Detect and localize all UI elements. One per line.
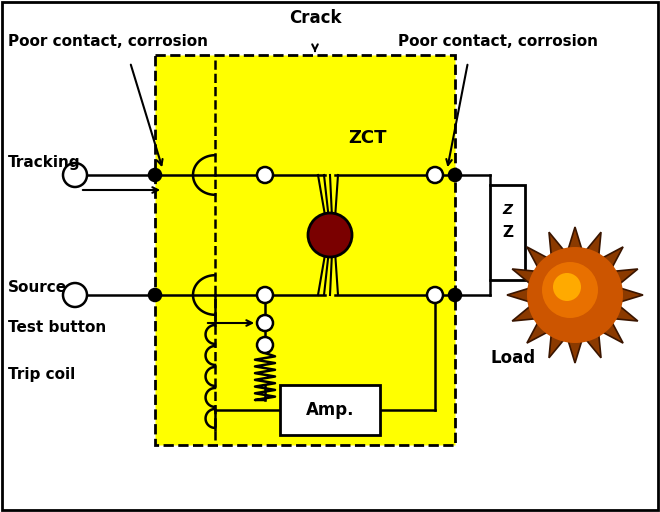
Circle shape	[527, 247, 623, 343]
Circle shape	[427, 287, 443, 303]
Circle shape	[63, 283, 87, 307]
Text: Poor contact, corrosion: Poor contact, corrosion	[398, 34, 598, 50]
Circle shape	[449, 289, 461, 301]
Circle shape	[257, 167, 273, 183]
Circle shape	[449, 169, 461, 181]
Circle shape	[427, 167, 443, 183]
Bar	[280, 385, 380, 435]
Circle shape	[257, 287, 273, 303]
Circle shape	[257, 337, 273, 353]
Text: Crack: Crack	[289, 9, 341, 27]
Circle shape	[149, 169, 161, 181]
Text: Test button: Test button	[8, 321, 106, 335]
Bar	[155, 55, 455, 445]
Text: Source: Source	[8, 281, 67, 295]
Polygon shape	[507, 227, 643, 363]
Circle shape	[149, 289, 161, 301]
Circle shape	[542, 262, 598, 318]
Text: Amp.: Amp.	[306, 401, 354, 419]
Text: Tracking: Tracking	[8, 156, 81, 170]
Circle shape	[553, 273, 581, 301]
Text: Poor contact, corrosion: Poor contact, corrosion	[8, 34, 208, 50]
Text: Z: Z	[502, 203, 513, 217]
Text: Load: Load	[490, 349, 535, 367]
Circle shape	[63, 163, 87, 187]
Text: Trip coil: Trip coil	[8, 368, 75, 382]
Circle shape	[257, 315, 273, 331]
Bar	[490, 185, 525, 280]
Text: ZCT: ZCT	[348, 129, 387, 147]
Text: Z: Z	[502, 225, 513, 240]
Circle shape	[308, 213, 352, 257]
